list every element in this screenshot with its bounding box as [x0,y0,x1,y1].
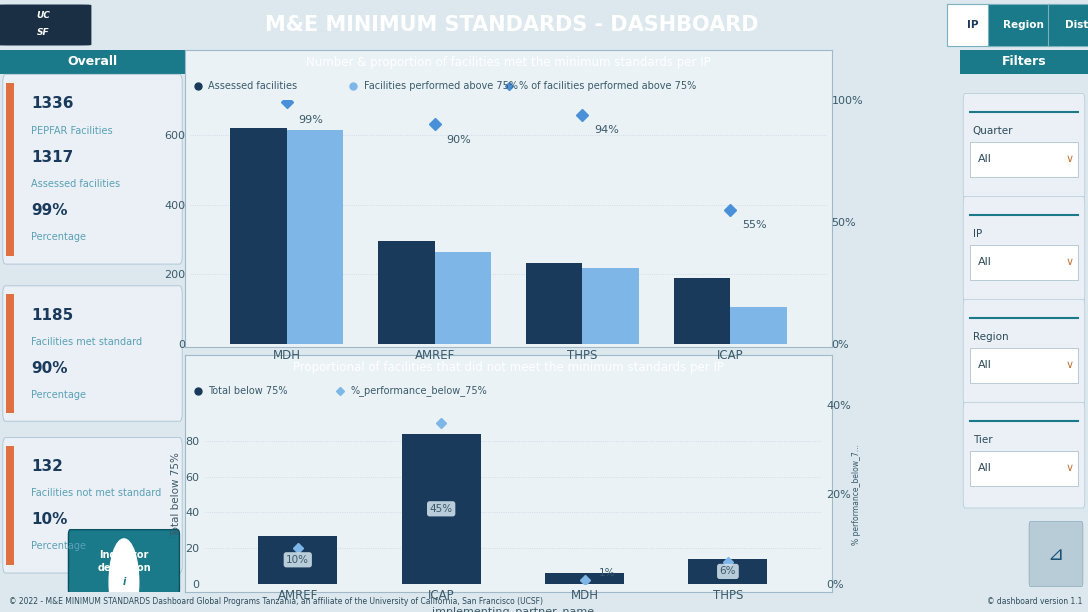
Text: All: All [978,360,992,370]
FancyBboxPatch shape [0,4,91,45]
Text: © 2022 - M&E MINIMUM STANDARDS Dashboard Global Programs Tanzania, an affiliate : © 2022 - M&E MINIMUM STANDARDS Dashboard… [9,597,543,606]
Text: Overall: Overall [67,56,118,69]
Text: Filters: Filters [1002,56,1047,69]
Text: Region: Region [1003,20,1043,30]
Text: 90%: 90% [32,360,67,376]
Text: ∨: ∨ [1066,258,1074,267]
Text: 1317: 1317 [32,150,74,165]
Text: 99%: 99% [298,114,323,125]
Text: Total below 75%: Total below 75% [208,386,288,396]
FancyBboxPatch shape [970,348,1078,383]
Text: definition: definition [97,562,151,573]
Text: 6%: 6% [719,567,737,577]
Text: Percentage: Percentage [32,390,86,400]
Text: 45%: 45% [430,504,453,514]
Text: Percentage: Percentage [32,233,86,242]
Text: 1%: 1% [598,568,616,578]
Bar [545,573,625,584]
Text: 55%: 55% [742,220,767,230]
Text: i: i [122,577,125,588]
FancyBboxPatch shape [5,294,14,413]
Text: All: All [978,258,992,267]
Bar [527,263,582,344]
Text: District: District [1065,20,1088,30]
Bar [258,536,337,584]
Text: 90%: 90% [446,135,471,145]
FancyBboxPatch shape [69,529,180,595]
Text: UC: UC [37,12,50,20]
Text: IP: IP [973,230,982,239]
FancyBboxPatch shape [970,142,1078,177]
Text: Tier: Tier [973,435,992,446]
FancyBboxPatch shape [3,438,182,573]
Text: Assessed facilities: Assessed facilities [208,81,297,91]
Text: 1185: 1185 [32,308,74,323]
Text: 1336: 1336 [32,96,74,111]
Text: 99%: 99% [32,203,67,218]
Bar [434,252,491,344]
FancyBboxPatch shape [988,4,1059,47]
Text: ∨: ∨ [1066,463,1074,474]
FancyBboxPatch shape [963,402,1085,508]
Text: M&E MINIMUM STANDARDS - DASHBOARD: M&E MINIMUM STANDARDS - DASHBOARD [264,15,758,35]
Bar [401,434,481,584]
Text: 10%: 10% [286,555,309,565]
Text: Number & proportion of facilities met the minimum standards per IP: Number & proportion of facilities met th… [306,56,710,69]
FancyBboxPatch shape [5,446,14,565]
Text: Facilities met standard: Facilities met standard [32,337,143,346]
Text: 10%: 10% [32,512,67,528]
FancyBboxPatch shape [960,50,1088,75]
FancyBboxPatch shape [1048,4,1088,47]
Text: ⊿: ⊿ [1048,545,1064,564]
Text: All: All [978,154,992,165]
FancyBboxPatch shape [970,451,1078,487]
Text: % of facilities performed above 75%: % of facilities performed above 75% [519,81,696,91]
Y-axis label: Total below 75%: Total below 75% [172,452,182,537]
Text: Percentage: Percentage [32,542,86,551]
Bar [231,128,286,344]
FancyBboxPatch shape [0,50,185,75]
Text: © dashboard version 1.1: © dashboard version 1.1 [987,597,1083,606]
FancyBboxPatch shape [947,4,999,47]
FancyBboxPatch shape [3,286,182,421]
FancyBboxPatch shape [1029,521,1083,586]
X-axis label: implementing_partner_name: implementing_partner_name [432,606,594,612]
FancyBboxPatch shape [963,94,1085,199]
Text: PEPFAR Facilities: PEPFAR Facilities [32,125,113,135]
Text: Quarter: Quarter [973,126,1013,136]
FancyBboxPatch shape [5,83,14,256]
Text: Facilities performed above 75%: Facilities performed above 75% [363,81,518,91]
Circle shape [109,539,139,612]
Text: 94%: 94% [594,125,619,135]
Text: Region: Region [973,332,1009,342]
Text: 132: 132 [32,460,63,474]
Text: Assessed facilities: Assessed facilities [32,179,121,189]
FancyBboxPatch shape [970,245,1078,280]
Text: %_performance_below_75%: %_performance_below_75% [350,386,487,397]
Bar [675,278,730,344]
Bar [379,241,434,344]
Bar [730,307,787,344]
Bar [582,267,639,344]
Text: Proportional of facilities that did not meet the minimum standards per IP: Proportional of facilities that did not … [293,361,724,374]
Text: ∨: ∨ [1066,360,1074,370]
Text: All: All [978,463,992,474]
FancyBboxPatch shape [3,75,182,264]
Text: SF: SF [37,28,50,37]
Y-axis label: % performance_below_7...: % performance_below_7... [852,444,861,545]
Text: Facilities not met standard: Facilities not met standard [32,488,162,498]
Bar [689,559,767,584]
FancyBboxPatch shape [963,196,1085,302]
Text: ∨: ∨ [1066,154,1074,165]
Text: Indicator: Indicator [99,550,149,560]
Bar [286,130,343,344]
Text: IP: IP [967,20,978,30]
FancyBboxPatch shape [963,299,1085,405]
